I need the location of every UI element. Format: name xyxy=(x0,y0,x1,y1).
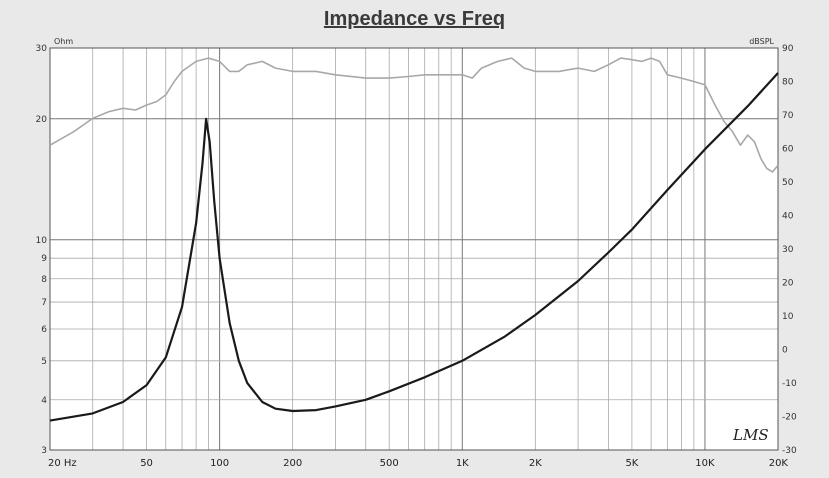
y-right-tick-label: 30 xyxy=(782,245,794,255)
y-right-tick-label: -30 xyxy=(782,446,797,456)
y-right-unit-label: dBSPL xyxy=(749,37,774,46)
series-group xyxy=(49,57,779,422)
x-tick-label: 50 xyxy=(140,458,153,469)
y-right-tick-label: 20 xyxy=(782,279,794,289)
x-tick-label: 200 xyxy=(283,458,302,469)
y-left-tick-label: 30 xyxy=(36,44,48,54)
impedance-series-line xyxy=(49,72,779,422)
y-left-unit-label: Ohm xyxy=(54,37,73,46)
y-right-tick-label: 50 xyxy=(782,178,794,188)
x-tick-label: 1K xyxy=(456,458,469,469)
plot-frame xyxy=(49,47,779,451)
y-right-tick-label: -10 xyxy=(782,379,797,389)
y-left-tick-label: 20 xyxy=(36,115,48,125)
lms-signature: LMS xyxy=(732,426,769,444)
y-left-tick-label: 6 xyxy=(41,325,47,335)
y-right-tick-label: 10 xyxy=(782,312,794,322)
x-tick-label: 5K xyxy=(625,458,638,469)
x-tick-label: 100 xyxy=(210,458,229,469)
y-right-tick-label: 60 xyxy=(782,145,794,155)
spl-series-line xyxy=(49,57,779,173)
y-left-tick-label: 9 xyxy=(41,254,47,264)
y-right-tick-label: 0 xyxy=(782,346,788,356)
y-left-tick-label: 7 xyxy=(41,298,47,308)
x-tick-label: 20K xyxy=(769,458,789,469)
y-right-tick-label: 40 xyxy=(782,212,794,222)
x-tick-label: 20 Hz xyxy=(48,458,77,469)
grid-lines xyxy=(50,48,778,450)
axis-labels: 20 Hz 50 100 200 500 1K 2K 5K 10K 20K345678910203… xyxy=(36,44,797,469)
x-tick-label: 2K xyxy=(529,458,542,469)
y-right-tick-label: -20 xyxy=(782,413,797,423)
plot-area xyxy=(50,48,778,450)
chart-title: Impedance vs Freq xyxy=(323,8,506,30)
y-right-tick-label: 90 xyxy=(782,44,794,54)
y-left-tick-label: 3 xyxy=(41,446,47,456)
y-left-tick-label: 10 xyxy=(36,236,48,246)
y-left-tick-label: 4 xyxy=(41,396,47,406)
y-left-tick-label: 5 xyxy=(41,357,47,367)
y-right-tick-label: 80 xyxy=(782,78,794,88)
y-right-tick-label: 70 xyxy=(782,111,794,121)
y-left-tick-label: 8 xyxy=(41,275,47,285)
x-tick-label: 500 xyxy=(380,458,399,469)
x-tick-label: 10K xyxy=(695,458,715,469)
